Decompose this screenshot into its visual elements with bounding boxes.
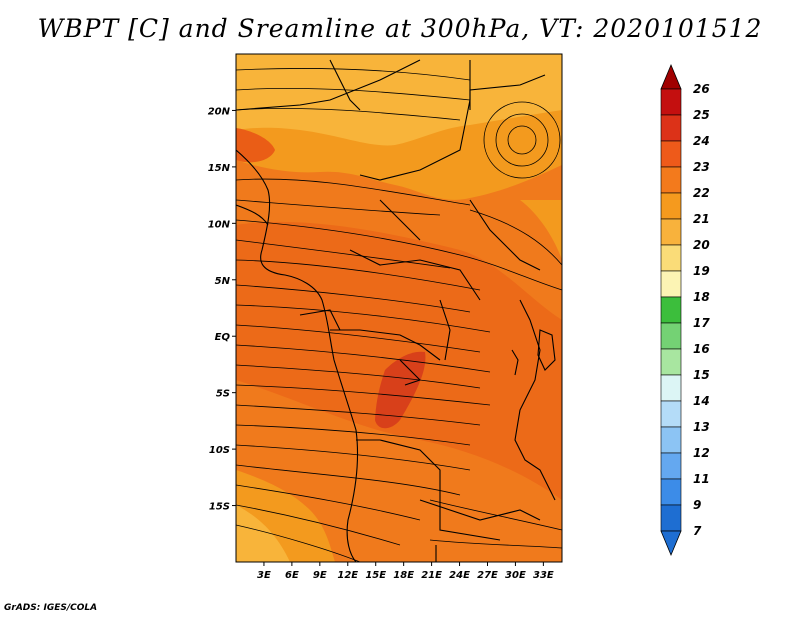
colorbar-label: 22 bbox=[693, 186, 710, 200]
lon-tick-label: 9E bbox=[313, 570, 327, 581]
lat-tick-label: 5S bbox=[216, 389, 230, 400]
lat-tick-label: 10N bbox=[208, 219, 231, 230]
lon-tick-label: 21E bbox=[421, 570, 442, 581]
colorbar-box bbox=[660, 218, 682, 246]
lon-tick-label: 27E bbox=[477, 570, 498, 581]
coastlines-borders bbox=[236, 59, 556, 562]
colorbar-label: 11 bbox=[693, 472, 710, 486]
colorbar-label: 14 bbox=[693, 394, 710, 408]
colorbar-label: 9 bbox=[693, 498, 701, 512]
colorbar-label: 25 bbox=[693, 108, 710, 122]
wbpt-region-hotspot bbox=[375, 351, 426, 429]
wbpt-region-north-light bbox=[236, 54, 562, 146]
colorbar-top-arrow bbox=[660, 63, 682, 90]
colorbar-label: 7 bbox=[693, 524, 702, 538]
lat-tick-label: 10S bbox=[209, 445, 230, 456]
colorbar-box bbox=[660, 452, 682, 480]
colorbar-label: 21 bbox=[693, 212, 710, 226]
colorbar-label: 19 bbox=[693, 264, 710, 278]
colorbar-label: 26 bbox=[693, 82, 710, 96]
colorbar-label: 12 bbox=[693, 446, 710, 460]
lon-tick-label: 18E bbox=[393, 570, 414, 581]
colorbar: 26 25 24 23 22 21 20 19 18 17 16 15 14 13 12 11 9 7 bbox=[660, 63, 710, 557]
lat-tick-label: 15N bbox=[208, 163, 231, 174]
map-frame bbox=[235, 53, 563, 563]
wbpt-region-west-warm bbox=[236, 128, 275, 163]
map-plot-area bbox=[235, 53, 563, 563]
colorbar-box bbox=[660, 140, 682, 168]
colorbar-box bbox=[660, 192, 682, 220]
colorbar-boxes bbox=[660, 88, 682, 532]
colorbar-box bbox=[660, 400, 682, 428]
colorbar-box bbox=[660, 374, 682, 402]
lon-tick-label: 15E bbox=[365, 570, 386, 581]
colorbar-box bbox=[660, 296, 682, 324]
colorbar-bottom-arrow bbox=[660, 530, 682, 557]
lon-tick-label: 30E bbox=[505, 570, 526, 581]
colorbar-label: 16 bbox=[693, 342, 710, 356]
latitude-axis: 20N 15N 10N 5N EQ 5S 10S 15S bbox=[208, 106, 236, 513]
streamlines bbox=[236, 68, 562, 562]
colorbar-box bbox=[660, 270, 682, 298]
colorbar-label: 20 bbox=[693, 238, 710, 252]
lat-tick-label: 20N bbox=[208, 106, 231, 117]
colorbar-box bbox=[660, 348, 682, 376]
colorbar-box bbox=[660, 244, 682, 272]
colorbar-label: 15 bbox=[693, 368, 710, 382]
lon-tick-label: 6E bbox=[285, 570, 299, 581]
colorbar-box bbox=[660, 426, 682, 454]
colorbar-label: 17 bbox=[693, 316, 710, 330]
longitude-axis: 3E 6E 9E 12E 15E 18E 21E 24E 27E 30E 33E bbox=[257, 562, 554, 581]
colorbar-label: 13 bbox=[693, 420, 710, 434]
colorbar-box bbox=[660, 478, 682, 506]
colorbar-box bbox=[660, 504, 682, 532]
wbpt-region-southwest-light bbox=[236, 505, 290, 562]
lon-tick-label: 12E bbox=[337, 570, 358, 581]
colorbar-box bbox=[660, 114, 682, 142]
colorbar-box bbox=[660, 88, 682, 116]
lon-tick-label: 24E bbox=[449, 570, 470, 581]
colorbar-box bbox=[660, 322, 682, 350]
colorbar-label: 18 bbox=[693, 290, 710, 304]
lon-tick-label: 33E bbox=[533, 570, 554, 581]
colorbar-box bbox=[660, 166, 682, 194]
lat-tick-label: 5N bbox=[215, 276, 231, 287]
lat-tick-label: 15S bbox=[209, 502, 230, 513]
wbpt-region-east-light bbox=[520, 200, 562, 260]
colorbar-labels: 26 25 24 23 22 21 20 19 18 17 16 15 14 13 12 11 9 7 bbox=[693, 82, 710, 538]
lat-tick-label: EQ bbox=[215, 332, 231, 343]
colorbar-label: 24 bbox=[693, 134, 710, 148]
map-title: WBPT [C] and Sreamline at 300hPa, VT: 20… bbox=[37, 14, 763, 43]
colorbar-label: 23 bbox=[693, 160, 710, 174]
lon-tick-label: 3E bbox=[257, 570, 271, 581]
credit-text: GrADS: IGES/COLA bbox=[4, 603, 98, 613]
